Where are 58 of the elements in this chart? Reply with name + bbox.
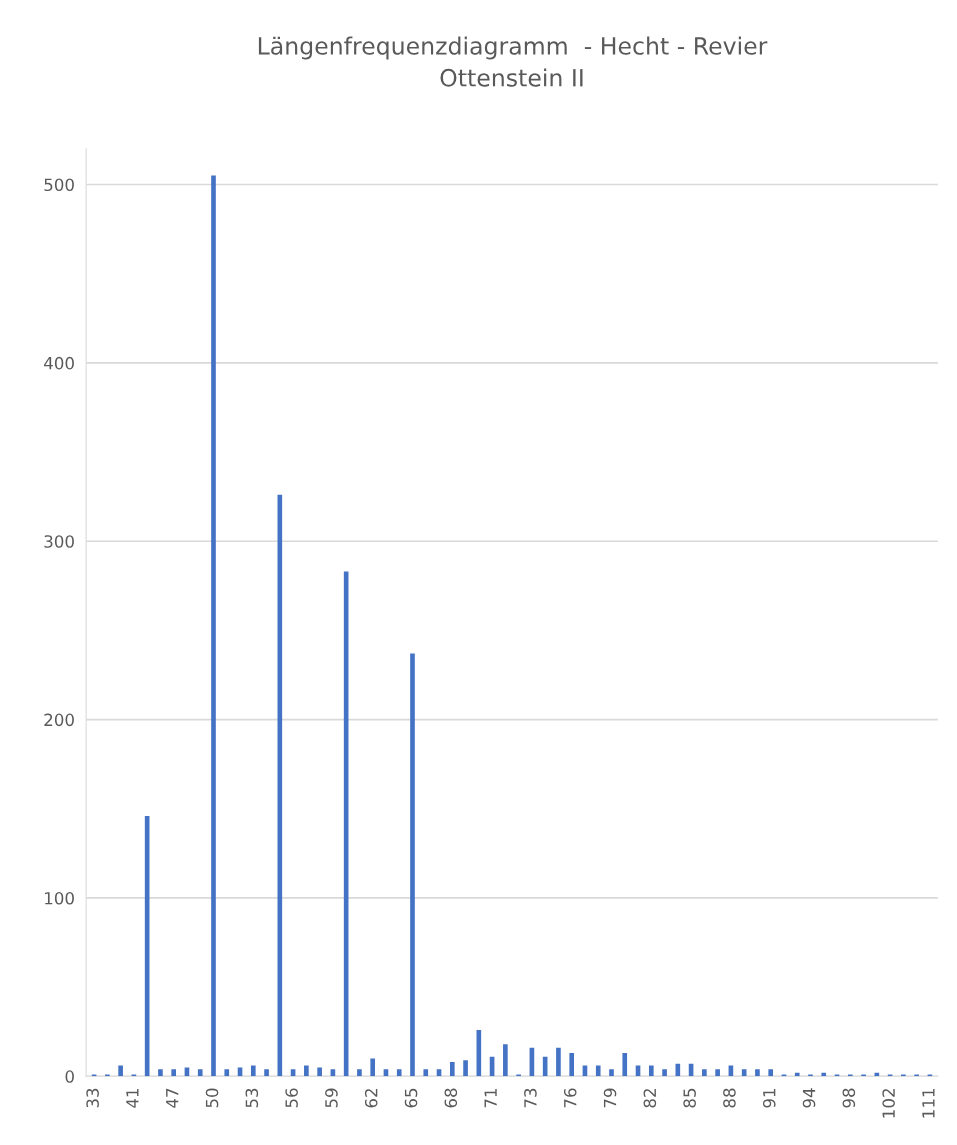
bar [768,1069,774,1077]
y-tick-label: 200 [44,713,74,727]
x-tick-label: 79 [603,1088,617,1108]
x-tick-label: 91 [762,1088,776,1108]
bar [357,1069,362,1077]
x-tick-label: 94 [802,1088,816,1108]
bar [569,1053,575,1077]
bar [118,1065,123,1077]
bar [250,1065,256,1077]
x-tick-label: 82 [643,1089,657,1108]
x-tick-label: 53 [245,1088,259,1108]
bar [662,1069,667,1077]
bar [396,1069,402,1077]
y-tick-label: 500 [44,178,74,192]
bar [503,1044,508,1077]
x-tick-label: 41 [126,1088,139,1108]
x-tick-label: 98 [842,1088,856,1108]
x-tick-label: 76 [563,1088,577,1108]
bar [702,1069,707,1077]
bar [622,1053,628,1077]
y-tick-label: 400 [44,356,74,370]
bar [158,1069,163,1077]
bar [224,1069,230,1077]
x-tick-label: 33 [86,1088,99,1108]
x-tick-label: 102 [882,1089,895,1118]
bar [211,175,216,1077]
bar [715,1069,720,1077]
bar [423,1069,429,1077]
bar [197,1069,203,1077]
bar [595,1065,601,1077]
bar [370,1058,376,1077]
x-tick-label: 50 [205,1088,219,1108]
x-tick-label: 62 [364,1089,378,1108]
bar [648,1065,654,1077]
chart-title: Längenfrequenzdiagramm - Hecht - Revier Ottenstein II [258,36,768,87]
bar [317,1067,322,1077]
bar [171,1069,177,1077]
x-tick-label: 111 [922,1088,935,1118]
y-tick-label: 300 [44,535,74,548]
x-tick-label: 47 [166,1088,179,1108]
bar [264,1069,269,1077]
x-tick-label: 85 [683,1088,696,1108]
x-tick-label: 73 [524,1088,537,1108]
x-tick-label: 59 [325,1088,338,1108]
bar [304,1065,309,1077]
x-tick-label: 65 [404,1088,418,1108]
bar [410,653,415,1077]
y-tick-label: 100 [45,891,74,905]
x-tick-label: 88 [723,1088,736,1108]
x-tick-label: 68 [444,1088,458,1108]
bar [449,1062,455,1077]
bar [755,1069,760,1077]
x-tick-label: 56 [285,1088,298,1108]
x-tick-label: 71 [484,1088,497,1108]
bar [556,1047,561,1077]
y-tick-label: 0 [65,1070,74,1083]
bar [609,1069,614,1077]
bar [463,1060,468,1077]
